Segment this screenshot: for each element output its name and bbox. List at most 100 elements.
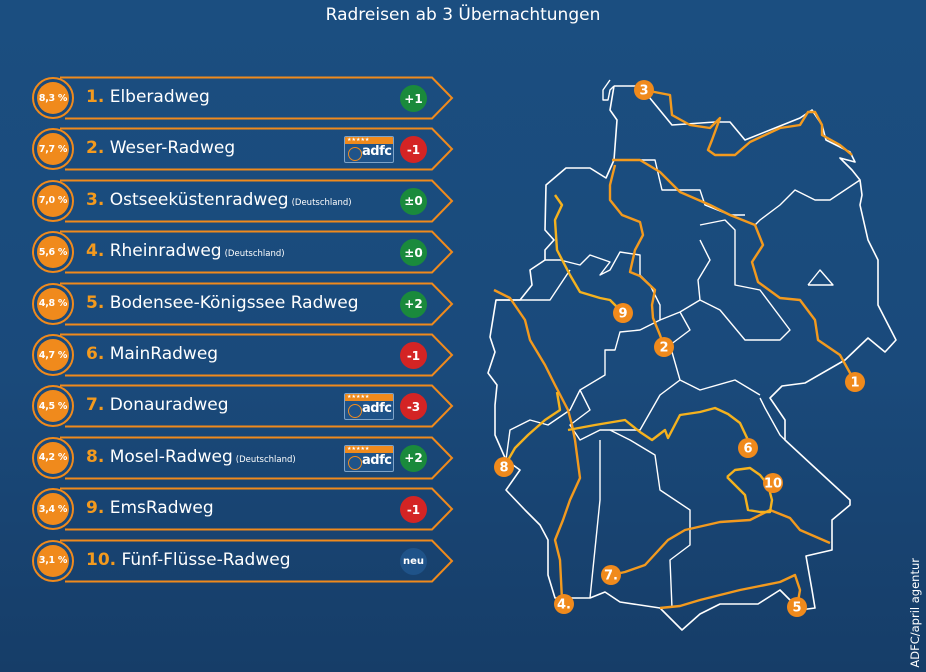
map-marker-label: 1 <box>850 376 859 391</box>
route-name: 8. Mosel-Radweg (Deutschland) <box>86 447 296 467</box>
ranking-row: 7,0 % 3. Ostseeküstenradweg (Deutschland)… <box>30 179 455 223</box>
route-name: 10. Fünf-Flüsse-Radweg <box>86 550 294 570</box>
map-marker-label: 10 <box>764 477 782 492</box>
rank-change-badge: +2 <box>400 444 427 472</box>
map-marker-label: 8 <box>499 461 508 476</box>
route-rank: 4. <box>86 241 105 262</box>
map-marker-label: 6 <box>743 442 752 457</box>
map-marker: 5 <box>787 597 807 617</box>
share-value: 7,7 % <box>37 133 69 166</box>
row-band <box>60 282 454 326</box>
route-name: 4. Rheinradweg (Deutschland) <box>86 241 285 261</box>
route-rheinradweg <box>493 288 582 601</box>
route-rank: 6. <box>86 344 105 364</box>
ranking-row: 3,1 % 10. Fünf-Flüsse-Radweg neu <box>30 539 455 583</box>
ranking-row: 4,7 % 6. MainRadweg -1 <box>30 333 455 377</box>
route-rank: 5. <box>86 292 105 313</box>
ranking-row: 3,4 % 9. EmsRadweg -1 <box>30 487 455 531</box>
route-title: Rheinradweg <box>109 241 222 262</box>
rank-change-badge: +2 <box>400 290 427 318</box>
share-value: 3,1 % <box>37 544 69 577</box>
row-band <box>60 436 454 480</box>
state-border <box>669 311 761 396</box>
rank-change-badge: ±0 <box>400 239 427 267</box>
route-bodensee-koenigssee <box>659 573 802 610</box>
row-band <box>60 539 454 583</box>
route-weser-radweg <box>608 164 666 348</box>
map-marker: 10 <box>763 473 783 493</box>
rank-change-badge: -1 <box>400 496 427 524</box>
share-value: 4,8 % <box>37 287 69 320</box>
route-name: 7. Donauradweg <box>86 395 232 415</box>
adfc-quality-badge-icon: ★★★★★ adfc <box>344 393 394 421</box>
rank-change-badge: neu <box>400 547 427 575</box>
rank-change-badge: +1 <box>400 85 427 112</box>
route-donauradweg <box>610 508 831 577</box>
ranking-row: 5,6 % 4. Rheinradweg (Deutschland) ±0 <box>30 230 455 274</box>
route-name: 3. Ostseeküstenradweg (Deutschland) <box>86 190 352 210</box>
map-marker-label: 7. <box>604 569 618 584</box>
state-border <box>569 379 681 441</box>
state-border <box>545 251 641 276</box>
route-name: 1. Elberadweg <box>86 87 213 107</box>
share-value: 4,2 % <box>37 441 69 474</box>
ranking-row: 8,3 % 1. Elberadweg +1 <box>30 76 455 120</box>
route-title: Weser-Radweg <box>109 138 236 159</box>
state-border <box>505 319 661 461</box>
share-value: 7,0 % <box>37 184 69 217</box>
germany-border <box>487 85 897 631</box>
route-mainradweg <box>567 406 750 442</box>
route-name: 5. Bodensee-Königssee Radweg <box>86 293 362 313</box>
row-band <box>60 76 454 120</box>
map-marker-label: 2 <box>659 341 668 356</box>
state-border <box>614 159 745 216</box>
route-elberadweg <box>612 158 857 383</box>
map-marker-label: 5 <box>792 601 801 616</box>
map-marker: 1 <box>845 372 865 392</box>
map-marker-label: 3 <box>639 84 648 99</box>
map-marker-dot <box>845 372 865 392</box>
route-title: Fünf-Flüsse-Radweg <box>121 549 291 570</box>
share-value: 4,7 % <box>37 339 69 371</box>
map-marker-dot <box>763 473 783 493</box>
share-value: 4,5 % <box>37 390 69 423</box>
row-band <box>60 179 454 223</box>
route-title: MainRadweg <box>109 344 219 364</box>
route-name: 6. MainRadweg <box>86 344 221 364</box>
route-rank: 7. <box>86 395 105 416</box>
map-marker: 7. <box>601 565 621 585</box>
route-title: Donauradweg <box>109 395 229 416</box>
state-border <box>759 397 786 441</box>
ranking-row: 4,2 % 8. Mosel-Radweg (Deutschland) ★★★★★… <box>30 436 455 480</box>
map-marker: 3 <box>634 80 654 100</box>
route-title: Bodensee-Königssee Radweg <box>109 292 359 313</box>
route-title: Ostseeküstenradweg <box>109 189 289 210</box>
map-marker-dot <box>634 80 654 100</box>
island-outline <box>602 79 615 101</box>
route-emsradweg <box>553 194 624 314</box>
share-value: 3,4 % <box>37 493 69 526</box>
route-title: Elberadweg <box>109 87 210 107</box>
route-rank: 8. <box>86 446 105 467</box>
route-rank: 3. <box>86 189 105 210</box>
row-band <box>60 384 454 428</box>
adfc-quality-badge-icon: ★★★★★ adfc <box>344 136 394 164</box>
rank-change-badge: -1 <box>400 136 427 164</box>
ranking-row: 7,7 % 2. Weser-Radweg ★★★★★ adfc -1 <box>30 127 455 171</box>
share-value: 8,3 % <box>37 82 69 114</box>
route-fuenf-fluesse-radweg <box>726 466 774 514</box>
route-rank: 9. <box>86 498 105 519</box>
map-marker: 4. <box>554 594 574 614</box>
route-title: Mosel-Radweg <box>109 446 233 467</box>
state-border <box>639 274 701 321</box>
route-title: EmsRadweg <box>109 498 214 519</box>
ranking-row: 4,5 % 7. Donauradweg ★★★★★ adfc -3 <box>30 384 455 428</box>
route-mosel-radweg <box>502 391 562 468</box>
image-credit: ADFC/april agentur <box>908 558 922 668</box>
route-ostseekuestenradweg <box>643 88 853 157</box>
map-marker-dot <box>494 457 514 477</box>
map-marker-dot <box>613 303 633 323</box>
share-value: 5,6 % <box>37 236 69 269</box>
subtitle: Radreisen ab 3 Übernachtungen <box>325 5 601 25</box>
rank-change-badge: -1 <box>400 342 427 369</box>
